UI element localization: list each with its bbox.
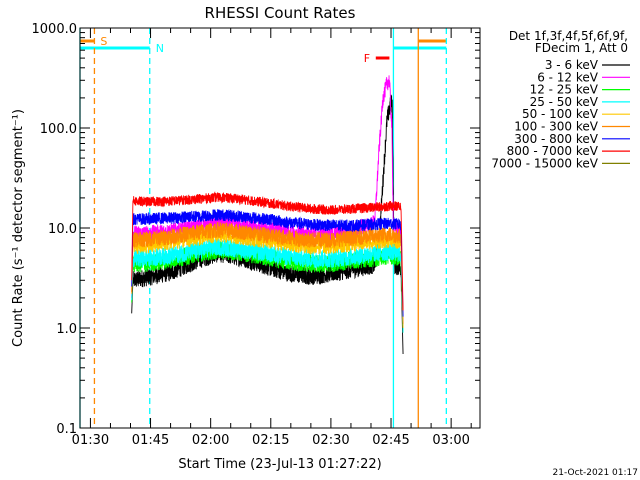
annotation-f: F: [364, 52, 370, 65]
legend-label-800-7000-kev: 800 - 7000 keV: [507, 144, 599, 158]
y-axis-ticks: 0.1 1.0 10.0 100.0 1000.0: [32, 22, 480, 437]
y-axis-label: Count Rate (s⁻¹ detector segment⁻¹): [11, 109, 26, 347]
legend-label-100-300-kev: 100 - 300 keV: [514, 120, 598, 134]
x-tick-label: 03:00: [432, 433, 469, 448]
series-line-25-50-kev: [131, 238, 404, 333]
y-tick-label: 100.0: [40, 122, 77, 137]
series-line-300-800-kev: [131, 209, 404, 317]
series-line-800-7000-kev: [131, 191, 404, 311]
x-tick-label: 02:45: [372, 433, 409, 448]
x-tick-label: 02:15: [252, 433, 289, 448]
x-axis-label: Start Time (23-Jul-13 01:27:22): [178, 457, 381, 472]
legend: Det 1f,3f,4f,5f,6f,9f, FDecim 1, Att 0 3…: [491, 29, 630, 170]
legend-label-12-25-kev: 12 - 25 keV: [530, 83, 599, 97]
legend-header-line-1: Det 1f,3f,4f,5f,6f,9f,: [509, 29, 628, 43]
x-axis-ticks: 01:30 01:45 02:00 02:15 02:30 02:45 03:00: [72, 28, 472, 448]
interval-bands: S N F: [80, 35, 447, 65]
legend-label-300-800-kev: 300 - 800 keV: [514, 132, 598, 146]
x-tick-label: 01:30: [72, 433, 109, 448]
chart-title: RHESSI Count Rates: [205, 4, 356, 22]
legend-label-7000-15000-kev: 7000 - 15000 keV: [491, 156, 598, 170]
series-lines: [131, 75, 404, 354]
x-tick-label: 02:00: [192, 433, 229, 448]
x-tick-label: 01:45: [132, 433, 169, 448]
legend-label-3-6-kev: 3 - 6 keV: [545, 58, 599, 72]
annotation-s: S: [100, 35, 107, 48]
y-tick-label: 1000.0: [32, 22, 78, 37]
generation-timestamp: 21-Oct-2021 01:17: [553, 468, 638, 478]
legend-label-6-12-kev: 6 - 12 keV: [537, 70, 599, 84]
y-tick-label: 1.0: [56, 322, 77, 337]
legend-header-line-2: FDecim 1, Att 0: [535, 41, 628, 55]
legend-label-25-50-kev: 25 - 50 keV: [530, 95, 599, 109]
y-tick-label: 10.0: [48, 222, 77, 237]
legend-label-50-100-kev: 50 - 100 keV: [522, 107, 599, 121]
y-tick-label: 0.1: [56, 422, 77, 437]
series-line-100-300-kev: [131, 222, 404, 324]
annotation-n: N: [156, 42, 164, 55]
x-tick-label: 02:30: [312, 433, 349, 448]
